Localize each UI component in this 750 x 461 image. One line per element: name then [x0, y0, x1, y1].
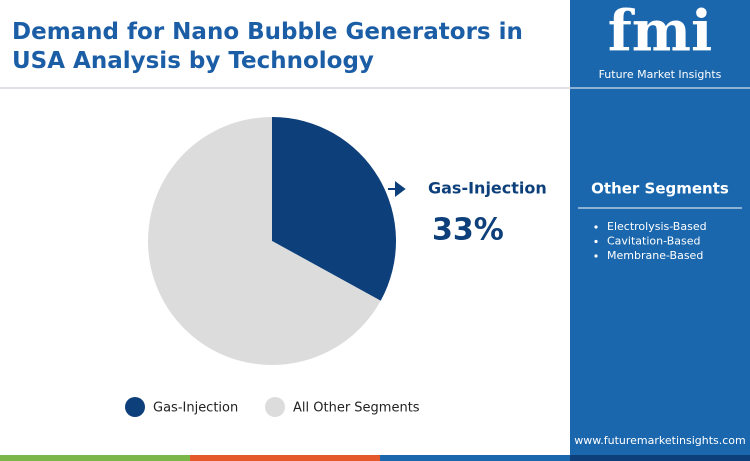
- segment-item: Electrolysis-Based: [607, 220, 707, 233]
- brand-logo: fmi: [608, 0, 713, 65]
- bullet: [594, 254, 598, 258]
- legend-swatch: [125, 397, 145, 417]
- callout-label: Gas-Injection: [428, 179, 547, 198]
- legend-label: Gas-Injection: [153, 401, 238, 416]
- bullet: [594, 239, 598, 244]
- brand-name: Future Market Insights: [599, 68, 722, 81]
- sidebar-heading: Other Segments: [591, 180, 729, 198]
- segment-item: Cavitation-Based: [607, 235, 700, 248]
- footer-stripe: [190, 455, 380, 461]
- segment-item: Membrane-Based: [607, 249, 703, 262]
- pie-slice: [147, 117, 381, 365]
- footer-stripe: [0, 455, 190, 461]
- bullet: [594, 225, 598, 229]
- legend-label: All Other Segments: [293, 401, 420, 416]
- legend-swatch: [265, 397, 285, 417]
- website: www.futuremarketinsights.com: [574, 434, 746, 447]
- pie-slice: [272, 117, 396, 301]
- footer-stripe: [570, 455, 750, 461]
- callout-arrow: [388, 181, 406, 197]
- callout-value: 33%: [432, 213, 504, 248]
- sidebar: [570, 0, 750, 455]
- footer-stripe: [380, 455, 570, 461]
- chart-title: Demand for Nano Bubble Generators in USA…: [12, 19, 523, 74]
